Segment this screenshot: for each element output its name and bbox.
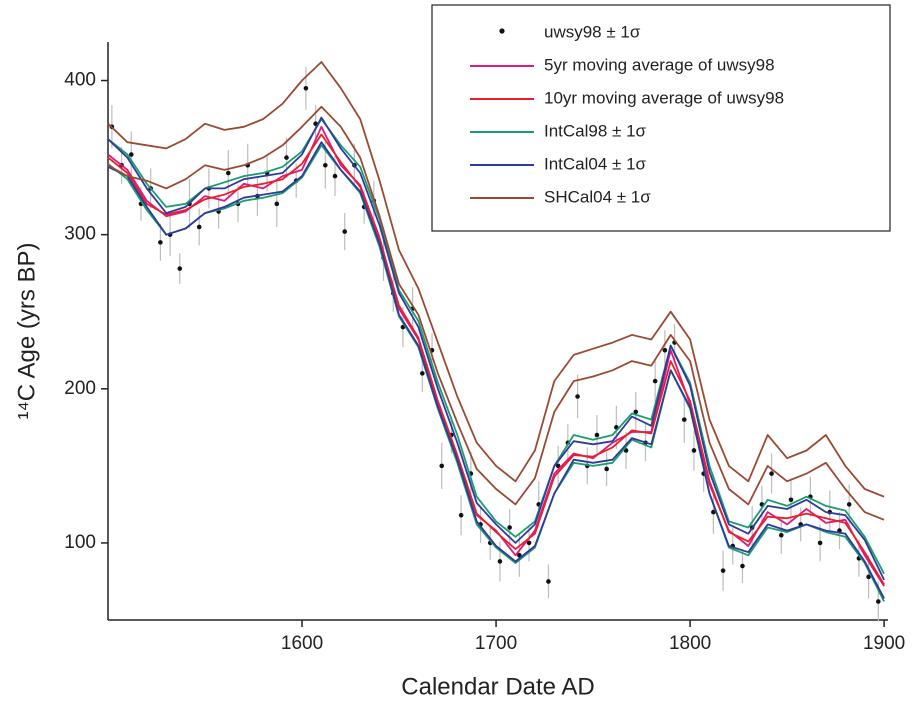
data-point [196,224,202,230]
y-tick-label: 100 [64,532,96,553]
data-point [778,532,784,538]
data-point [633,409,639,415]
data-point [284,155,289,160]
series-line [107,105,885,521]
x-tick-label: 1800 [669,633,711,654]
data-point [720,568,726,573]
x-tick-label: 1900 [863,633,905,654]
data-point [439,463,445,469]
series-line [107,118,885,575]
legend-label: 10yr moving average of uwsy98 [544,88,784,107]
data-point [274,201,280,207]
data-point [303,85,309,91]
data-point [662,347,668,353]
data-point [420,371,425,376]
data-point [652,378,658,384]
data-point [681,417,687,422]
data-point [740,563,745,569]
data-point [788,497,794,503]
series-line [107,144,885,602]
data-point [546,579,551,584]
data-point [497,559,503,564]
data-point [875,599,881,604]
x-tick-label: 1600 [281,633,323,654]
series-line [107,61,885,498]
y-axis-label: ¹⁴C Age (yrs BP) [13,242,40,419]
data-point [332,173,338,179]
data-point [526,540,532,546]
series-line [107,133,885,585]
legend-label: uwsy98 ± 1σ [544,22,641,41]
legend: uwsy98 ± 1σ 5yr moving average of uwsy98 1… [431,4,891,232]
data-point [158,240,163,245]
data-point [817,540,823,546]
series-line [107,116,885,581]
data-point [594,432,600,438]
y-tick-label: 200 [64,378,96,399]
data-point [225,170,231,176]
data-point [342,229,348,234]
x-tick-label: 1700 [475,633,517,654]
data-point [128,152,134,157]
legend-marker [499,28,505,34]
data-point [691,448,697,453]
data-point [507,525,512,530]
legend-label: SHCal04 ± 1σ [544,187,651,206]
legend-box [431,4,891,232]
data-point [711,509,716,515]
x-axis-label: Calendar Date AD [401,673,594,700]
legend-label: IntCal98 ± 1σ [544,121,647,140]
y-tick-label: 300 [64,224,96,245]
data-point [769,471,774,476]
legend-label: 5yr moving average of uwsy98 [544,55,775,74]
data-point [177,266,183,271]
data-point [323,163,328,168]
data-point [866,574,871,580]
series-line [107,141,885,599]
data-point [458,512,464,518]
data-point [575,394,580,399]
data-point [555,463,561,469]
data-point [604,466,609,472]
data-point [846,502,852,507]
legend-label: IntCal04 ± 1σ [544,154,647,173]
y-tick-label: 400 [64,70,96,91]
